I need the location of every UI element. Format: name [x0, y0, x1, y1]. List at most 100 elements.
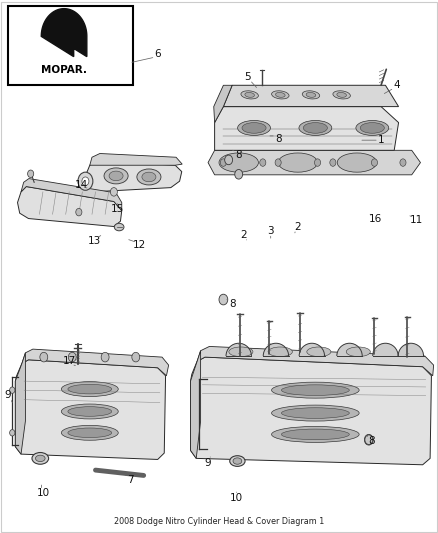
Polygon shape	[15, 360, 166, 459]
Ellipse shape	[219, 153, 258, 172]
Circle shape	[235, 169, 243, 179]
Polygon shape	[263, 343, 289, 356]
Ellipse shape	[61, 404, 118, 419]
Ellipse shape	[142, 172, 156, 182]
Ellipse shape	[272, 426, 359, 442]
Text: 10: 10	[37, 488, 50, 498]
Circle shape	[314, 159, 321, 166]
Ellipse shape	[346, 347, 370, 357]
Circle shape	[225, 155, 233, 165]
Ellipse shape	[68, 384, 112, 394]
Text: 12: 12	[133, 240, 146, 250]
Text: MOPAR.: MOPAR.	[41, 64, 87, 75]
Text: 9: 9	[205, 458, 212, 467]
Text: 2: 2	[294, 222, 301, 231]
Ellipse shape	[104, 168, 128, 184]
FancyBboxPatch shape	[8, 6, 133, 85]
Ellipse shape	[109, 171, 123, 181]
Text: 3: 3	[267, 226, 274, 236]
Polygon shape	[214, 85, 232, 123]
Polygon shape	[223, 85, 399, 107]
Ellipse shape	[61, 425, 118, 440]
Ellipse shape	[245, 92, 254, 98]
Ellipse shape	[306, 92, 316, 98]
Ellipse shape	[281, 385, 350, 395]
Polygon shape	[197, 346, 434, 376]
Polygon shape	[299, 343, 325, 356]
Ellipse shape	[307, 347, 331, 357]
Ellipse shape	[278, 153, 318, 172]
Circle shape	[40, 352, 48, 362]
Ellipse shape	[333, 91, 350, 99]
Polygon shape	[18, 187, 122, 227]
Text: 15: 15	[111, 205, 124, 214]
Circle shape	[78, 172, 93, 190]
Circle shape	[400, 159, 406, 166]
Ellipse shape	[281, 429, 350, 440]
Polygon shape	[41, 9, 87, 56]
Ellipse shape	[299, 120, 332, 135]
Ellipse shape	[337, 92, 346, 98]
Circle shape	[10, 387, 15, 393]
Ellipse shape	[237, 120, 270, 135]
Circle shape	[82, 177, 89, 185]
Circle shape	[132, 352, 140, 362]
Ellipse shape	[230, 456, 245, 466]
Circle shape	[110, 188, 117, 196]
Polygon shape	[85, 161, 182, 192]
Ellipse shape	[272, 405, 359, 421]
Circle shape	[371, 159, 378, 166]
Circle shape	[260, 159, 266, 166]
Text: 8: 8	[275, 134, 282, 143]
Circle shape	[365, 435, 373, 445]
Circle shape	[10, 430, 15, 436]
Ellipse shape	[242, 123, 266, 133]
Text: 17: 17	[63, 357, 76, 366]
Circle shape	[68, 352, 76, 362]
Ellipse shape	[137, 169, 161, 185]
Text: 13: 13	[88, 236, 101, 246]
Text: 8: 8	[229, 299, 236, 309]
Circle shape	[275, 159, 281, 166]
Text: 8: 8	[235, 150, 242, 159]
Polygon shape	[191, 351, 201, 458]
Text: 9: 9	[4, 391, 11, 400]
Text: 2: 2	[240, 230, 247, 239]
Ellipse shape	[303, 123, 328, 133]
Polygon shape	[215, 107, 399, 150]
Text: 5: 5	[244, 72, 251, 82]
Polygon shape	[226, 343, 251, 356]
Ellipse shape	[360, 123, 385, 133]
Ellipse shape	[302, 91, 320, 99]
Polygon shape	[21, 179, 122, 211]
Ellipse shape	[114, 223, 124, 231]
Text: 11: 11	[410, 215, 423, 225]
Circle shape	[28, 170, 34, 177]
Circle shape	[101, 352, 109, 362]
Ellipse shape	[61, 382, 118, 397]
Circle shape	[219, 294, 228, 305]
Text: 16: 16	[369, 214, 382, 223]
Polygon shape	[398, 343, 424, 356]
Ellipse shape	[272, 91, 289, 99]
Ellipse shape	[68, 407, 112, 416]
Text: 4: 4	[393, 80, 400, 90]
Circle shape	[220, 159, 226, 166]
Text: 14: 14	[74, 181, 88, 190]
Text: 8: 8	[368, 437, 375, 446]
Ellipse shape	[32, 453, 49, 464]
Circle shape	[364, 434, 373, 445]
Polygon shape	[337, 343, 362, 356]
Text: 7: 7	[127, 475, 134, 484]
Ellipse shape	[356, 120, 389, 135]
Ellipse shape	[241, 91, 258, 99]
Polygon shape	[208, 150, 420, 175]
Ellipse shape	[276, 92, 285, 98]
Polygon shape	[373, 343, 398, 356]
Polygon shape	[191, 357, 431, 465]
Text: 10: 10	[230, 493, 243, 503]
Ellipse shape	[268, 347, 293, 357]
Ellipse shape	[68, 428, 112, 438]
Text: 6: 6	[154, 50, 161, 59]
Ellipse shape	[337, 153, 377, 172]
